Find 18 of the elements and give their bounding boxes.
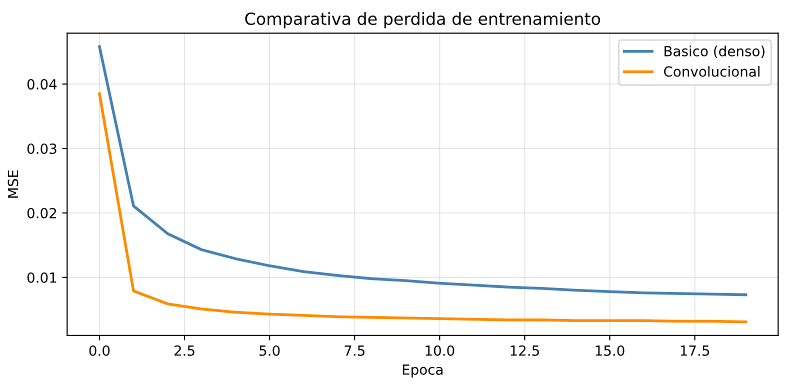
x-tick-label: 10.0 <box>426 345 454 356</box>
x-tick-label: 15.0 <box>596 345 624 356</box>
y-tick-label: 0.03 <box>27 143 56 154</box>
legend-label: Basico (denso) <box>664 46 764 58</box>
x-tick-label: 2.5 <box>174 345 194 356</box>
x-tick-label: 5.0 <box>260 345 280 356</box>
x-tick-label: 17.5 <box>680 346 710 356</box>
line-series <box>98 92 748 324</box>
legend-label: Convolucional <box>664 66 760 77</box>
x-tick-label: 0.0 <box>89 345 110 356</box>
y-tick-label: 0.02 <box>27 208 56 218</box>
x-tick-label: 7.5 <box>344 346 364 356</box>
chart-title: Comparativa de perdida de entrenamiento <box>245 12 600 28</box>
y-axis-title: MSE <box>8 170 18 198</box>
x-axis-title: Epoca <box>402 364 443 378</box>
y-tick-label: 0.04 <box>27 79 57 90</box>
y-tick-label: 0.01 <box>27 272 56 283</box>
x-tick-label: 12.5 <box>510 345 539 356</box>
